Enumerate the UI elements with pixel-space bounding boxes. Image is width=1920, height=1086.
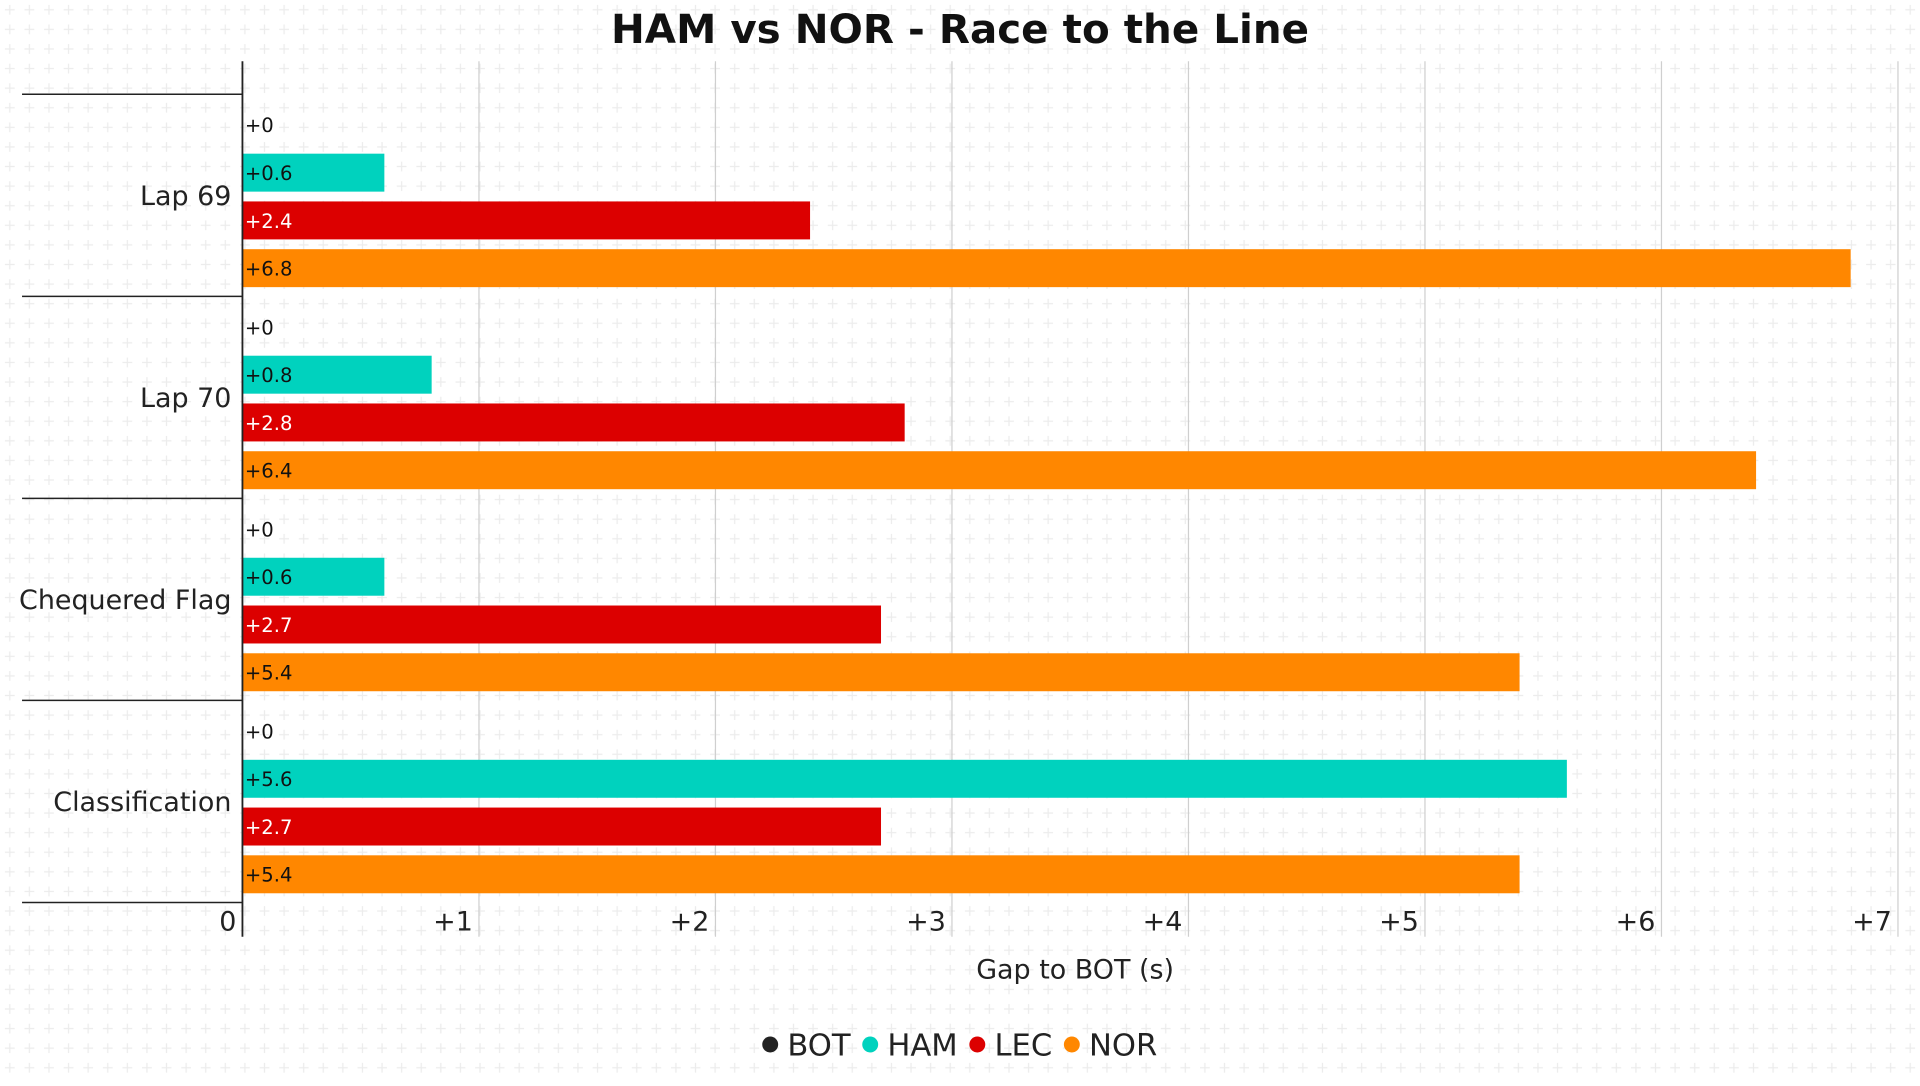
legend-label: BOT <box>787 1029 851 1064</box>
category-label: Classification <box>53 787 231 818</box>
legend-marker-ham <box>862 1036 879 1053</box>
data-label: +5.4 <box>245 662 293 685</box>
bar-lec <box>242 605 882 644</box>
bar-ham <box>242 153 385 192</box>
data-label: +0 <box>245 518 274 541</box>
x-tick-label: +6 <box>1616 907 1656 938</box>
data-label: +2.7 <box>245 614 293 637</box>
data-label: +0 <box>245 316 274 339</box>
chart-title: HAM vs NOR - Race to the Line <box>611 5 1309 53</box>
x-tick-label: +1 <box>433 907 473 938</box>
data-label: +0.6 <box>245 566 293 589</box>
data-label: +6.4 <box>245 460 293 483</box>
legend-marker-nor <box>1063 1036 1080 1053</box>
bar-nor <box>242 653 1520 692</box>
category-label: Lap 70 <box>140 383 231 414</box>
data-label: +5.6 <box>245 768 293 791</box>
data-label: +0.6 <box>245 162 293 185</box>
bar-lec <box>242 201 811 240</box>
data-label: +6.8 <box>245 258 293 281</box>
bar-nor <box>242 855 1520 894</box>
x-tick-label: +4 <box>1143 907 1183 938</box>
data-label: +5.4 <box>245 864 293 887</box>
bar-lec <box>242 807 882 846</box>
x-tick-label: +3 <box>906 907 946 938</box>
bar-nor <box>242 451 1757 490</box>
data-label: +2.7 <box>245 816 293 839</box>
category-label: Chequered Flag <box>19 585 231 616</box>
bar-ham <box>242 355 432 394</box>
x-axis-label: Gap to BOT (s) <box>976 954 1174 985</box>
bar-ham <box>242 557 385 596</box>
legend-marker-lec <box>969 1036 986 1053</box>
data-label: +0 <box>245 114 274 137</box>
data-label: +0.8 <box>245 364 293 387</box>
data-label: +2.8 <box>245 412 293 435</box>
data-label: +0 <box>245 720 274 743</box>
category-label: Lap 69 <box>140 181 231 212</box>
legend-label: NOR <box>1089 1029 1157 1064</box>
legend-label: LEC <box>994 1029 1052 1064</box>
x-tick-label: +5 <box>1379 907 1419 938</box>
x-tick-label: +7 <box>1852 907 1892 938</box>
x-tick-label: +2 <box>670 907 710 938</box>
legend: BOT HAM LEC NOR <box>762 1029 1157 1064</box>
bar-ham <box>242 759 1567 798</box>
legend-marker-bot <box>762 1036 779 1053</box>
legend-label: HAM <box>887 1029 957 1064</box>
bar-lec <box>242 403 905 442</box>
x-tick-label: 0 <box>219 907 236 938</box>
bar-nor <box>242 249 1851 288</box>
data-label: +2.4 <box>245 210 293 233</box>
